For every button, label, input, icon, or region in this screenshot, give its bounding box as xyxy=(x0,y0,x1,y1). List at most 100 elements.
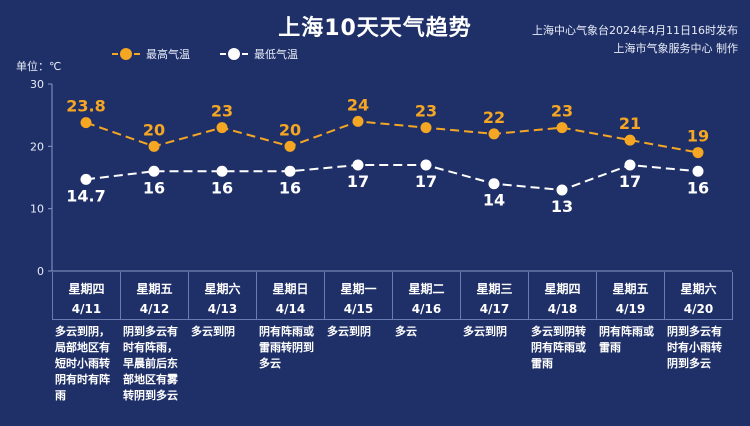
data-point-high xyxy=(556,122,568,134)
weather-description: 阴有阵雨或雷雨转阴到多云 xyxy=(259,325,314,370)
weekday-label: 星期一 xyxy=(340,282,377,296)
data-label-high: 20 xyxy=(279,120,301,139)
data-point-high xyxy=(692,147,704,159)
weekday-label: 星期二 xyxy=(408,282,445,296)
date-label: 4/13 xyxy=(207,302,238,316)
data-label-high: 22 xyxy=(483,108,505,127)
weekday-label: 星期日 xyxy=(272,282,309,296)
weather-description: 阴到多云有时有小雨转阴到多云 xyxy=(667,325,722,370)
day-cell: 星期日 4/14 xyxy=(257,272,325,320)
data-point-high xyxy=(420,122,432,134)
y-tick-label: 20 xyxy=(30,140,44,153)
data-point-high xyxy=(148,140,160,152)
data-label-low: 16 xyxy=(279,178,301,197)
weekday-label: 星期四 xyxy=(68,282,105,296)
data-label-low: 17 xyxy=(347,172,369,191)
data-point-high xyxy=(80,117,92,129)
day-cell: 星期一 4/15 xyxy=(325,272,393,320)
date-label: 4/20 xyxy=(683,302,714,316)
data-point-high xyxy=(624,134,636,146)
day-cell: 星期三 4/17 xyxy=(461,272,529,320)
date-label: 4/15 xyxy=(343,302,374,316)
weather-description: 多云到阴 xyxy=(463,325,507,338)
data-point-high xyxy=(488,128,500,140)
date-label: 4/14 xyxy=(275,302,306,316)
data-point-low xyxy=(488,178,500,190)
data-point-low xyxy=(148,165,160,177)
data-label-low: 14.7 xyxy=(66,186,105,205)
data-point-low xyxy=(556,184,568,196)
weather-description: 多云到阴，局部地区有短时小雨转阴有时有阵雨 xyxy=(55,325,110,402)
day-cell: 星期四 4/18 xyxy=(529,272,597,320)
day-cell: 星期六 4/20 xyxy=(665,272,733,320)
weekday-label: 星期六 xyxy=(204,282,241,296)
date-label: 4/18 xyxy=(547,302,578,316)
publisher-line-1: 上海中心气象台2024年4月11日16时发布 xyxy=(532,24,738,37)
data-label-low: 16 xyxy=(687,178,709,197)
chart-legend: 最高气温 最低气温 xyxy=(112,46,328,62)
data-point-low xyxy=(624,159,636,171)
weekday-label: 星期三 xyxy=(476,282,513,296)
weather-description: 多云到阴 xyxy=(191,325,235,338)
legend-high: 最高气温 xyxy=(112,46,190,62)
data-label-high: 23 xyxy=(551,102,573,121)
weekday-label: 星期四 xyxy=(544,282,581,296)
weather-description: 多云到阴转阴有阵雨或雷雨 xyxy=(531,325,586,370)
publisher-info: 上海中心气象台2024年4月11日16时发布 上海市气象服务中心 制作 xyxy=(532,22,738,58)
data-label-high: 21 xyxy=(619,114,641,133)
weather-description: 阴有阵雨或雷雨 xyxy=(599,325,654,354)
data-point-low xyxy=(352,159,364,171)
day-cell: 星期五 4/12 xyxy=(121,272,189,320)
weather-description: 多云到阴 xyxy=(327,325,371,338)
data-label-high: 19 xyxy=(687,127,709,146)
day-cell: 星期二 4/16 xyxy=(393,272,461,320)
weekday-label: 星期五 xyxy=(612,282,649,296)
day-cell: 星期六 4/13 xyxy=(189,272,257,320)
legend-high-label: 最高气温 xyxy=(146,48,190,61)
data-point-low xyxy=(80,173,92,185)
data-point-high xyxy=(352,115,364,127)
data-point-low xyxy=(420,159,432,171)
series-line-high xyxy=(85,120,699,154)
weather-description: 阴到多云有时有阵雨，早晨前后东部地区有雾转阴到多云 xyxy=(123,325,178,402)
date-row: 星期四 4/11 星期五 4/12 星期六 4/13 星期日 4/14 星期一 4/15 星期二 4/… xyxy=(52,272,733,320)
legend-low: 最低气温 xyxy=(220,46,298,62)
data-label-low: 17 xyxy=(619,172,641,191)
data-label-low: 16 xyxy=(211,178,233,197)
description-row: 多云到阴，局部地区有短时小雨转阴有时有阵雨 阴到多云有时有阵雨，早晨前后东部地区有… xyxy=(52,324,732,404)
data-point-high xyxy=(216,122,228,134)
day-cell: 星期四 4/11 xyxy=(53,272,121,320)
data-point-high xyxy=(284,140,296,152)
data-point-low xyxy=(216,165,228,177)
page-title: 上海10天天气趋势 xyxy=(278,16,472,41)
legend-low-label: 最低气温 xyxy=(254,48,298,61)
date-label: 4/19 xyxy=(615,302,646,316)
date-label: 4/11 xyxy=(71,302,102,316)
data-label-low: 13 xyxy=(551,197,573,216)
day-cell: 星期五 4/19 xyxy=(597,272,665,320)
weekday-label: 星期六 xyxy=(680,282,717,296)
legend-high-swatch xyxy=(112,48,140,60)
data-label-low: 14 xyxy=(483,191,505,210)
y-tick-label: 10 xyxy=(30,203,44,216)
date-label: 4/17 xyxy=(479,302,510,316)
date-label: 4/16 xyxy=(411,302,442,316)
data-label-low: 17 xyxy=(415,172,437,191)
data-point-low xyxy=(284,165,296,177)
publisher-line-2: 上海市气象服务中心 制作 xyxy=(613,42,739,55)
weekday-label: 星期五 xyxy=(136,282,173,296)
data-label-high: 23.8 xyxy=(66,97,105,116)
date-label: 4/12 xyxy=(139,302,170,316)
data-label-high: 20 xyxy=(143,120,165,139)
data-point-low xyxy=(692,165,704,177)
data-label-high: 23 xyxy=(415,102,437,121)
legend-low-swatch xyxy=(220,48,248,60)
series-line-low xyxy=(85,164,699,191)
data-label-high: 23 xyxy=(211,102,233,121)
unit-label: 单位：℃ xyxy=(16,60,62,73)
y-tick-label: 0 xyxy=(37,265,44,278)
y-tick-label: 30 xyxy=(30,78,44,91)
data-label-low: 16 xyxy=(143,178,165,197)
data-label-high: 24 xyxy=(347,95,369,114)
